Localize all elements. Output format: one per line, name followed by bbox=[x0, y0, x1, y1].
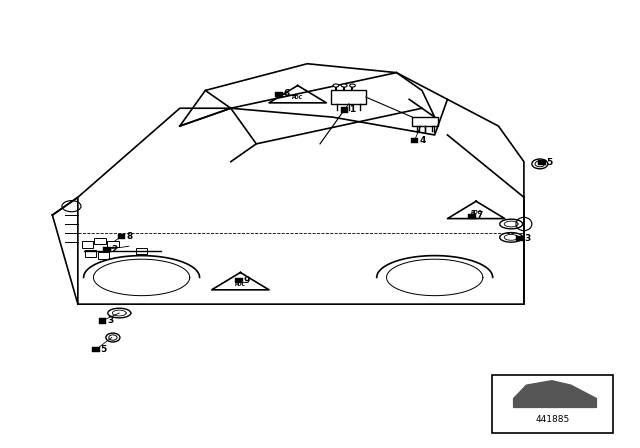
Bar bbox=[107, 241, 118, 247]
Bar bbox=[118, 234, 125, 239]
Bar bbox=[411, 138, 419, 143]
Text: 2: 2 bbox=[111, 245, 118, 254]
Ellipse shape bbox=[341, 84, 347, 87]
Bar bbox=[412, 116, 438, 126]
Ellipse shape bbox=[535, 161, 545, 167]
Bar bbox=[95, 238, 106, 245]
Bar bbox=[492, 375, 613, 433]
Text: 3: 3 bbox=[524, 234, 531, 243]
Text: 3: 3 bbox=[107, 316, 113, 325]
Polygon shape bbox=[513, 381, 596, 407]
Bar bbox=[85, 250, 97, 257]
Ellipse shape bbox=[109, 335, 117, 340]
Text: PDC: PDC bbox=[470, 211, 482, 215]
Text: 441885: 441885 bbox=[536, 415, 570, 424]
Text: 5: 5 bbox=[100, 345, 107, 354]
Bar bbox=[340, 107, 348, 112]
Ellipse shape bbox=[532, 159, 548, 169]
Ellipse shape bbox=[106, 333, 120, 342]
Text: 8: 8 bbox=[126, 232, 132, 241]
Bar bbox=[98, 253, 109, 259]
Bar bbox=[235, 278, 243, 284]
Bar bbox=[92, 347, 100, 353]
Text: 6: 6 bbox=[284, 90, 290, 99]
Ellipse shape bbox=[349, 84, 355, 87]
Text: 4: 4 bbox=[419, 136, 426, 145]
Text: PDC: PDC bbox=[235, 282, 246, 287]
Bar bbox=[82, 241, 93, 248]
Ellipse shape bbox=[333, 84, 339, 87]
Text: 7: 7 bbox=[477, 211, 483, 220]
Bar bbox=[136, 248, 147, 254]
Bar bbox=[103, 247, 111, 252]
Bar bbox=[99, 318, 106, 323]
Bar bbox=[331, 90, 366, 104]
Bar bbox=[538, 160, 546, 165]
Text: 9: 9 bbox=[243, 276, 250, 285]
Bar bbox=[275, 91, 283, 97]
Bar bbox=[516, 236, 524, 241]
Text: PDC: PDC bbox=[292, 95, 303, 99]
Text: 1: 1 bbox=[349, 105, 355, 114]
Text: 5: 5 bbox=[547, 158, 553, 167]
Bar bbox=[468, 214, 476, 219]
